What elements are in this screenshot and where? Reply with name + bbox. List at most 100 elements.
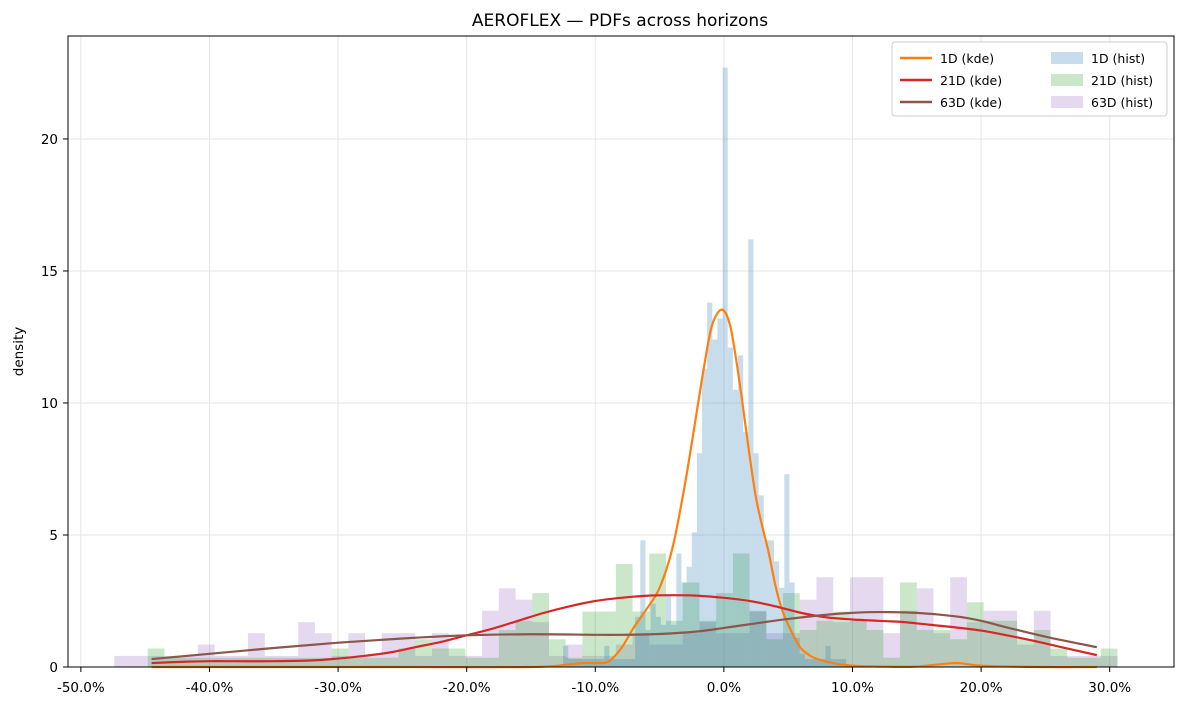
hist-bar [933, 630, 951, 667]
hist-bar [630, 659, 636, 667]
y-tick-label: 10 [41, 396, 58, 412]
hist-bar [716, 633, 733, 667]
hist-bar [820, 659, 826, 667]
hist-bar [482, 610, 499, 667]
hist-bar [794, 637, 800, 667]
hist-bar [615, 564, 633, 667]
hist-bar [563, 645, 569, 667]
hist-bar [604, 645, 610, 667]
hist-bar [676, 553, 682, 667]
legend-label: 63D (hist) [1091, 95, 1153, 110]
hist-bar [1083, 655, 1101, 667]
hist-bar [716, 593, 733, 667]
hist-bar [498, 588, 516, 667]
hist-bar [833, 622, 850, 667]
hist-bar [415, 655, 432, 667]
hist-bar [609, 659, 615, 667]
chart-title: AEROFLEX — PDFs across horizons [472, 11, 768, 31]
hist-bar [916, 630, 934, 667]
hist-bar [1050, 655, 1068, 667]
hist-bar [849, 620, 867, 667]
hist-bar [804, 659, 811, 667]
hist-bar [702, 368, 708, 667]
hist-bar [1000, 620, 1018, 667]
hist-bar [799, 653, 805, 667]
hist-bar [114, 655, 132, 667]
hist-bar [532, 593, 549, 667]
hist-bar [699, 622, 717, 667]
hist-bar [916, 588, 934, 667]
hist-bar [548, 655, 566, 667]
hist-bar [766, 633, 784, 667]
y-axis-label: density [11, 327, 27, 377]
hist-bar [966, 622, 984, 667]
hist-bar [682, 582, 700, 667]
hist-bar [833, 611, 850, 667]
x-tick-label: -10.0% [571, 680, 619, 696]
hist-bar [1100, 655, 1118, 667]
hist-bar [691, 532, 697, 667]
hist-bar [515, 620, 533, 667]
hist-bar [582, 655, 600, 667]
hist-bar [789, 582, 795, 667]
hist-bar [866, 577, 884, 667]
y-tick-label: 5 [49, 528, 58, 544]
legend-label: 1D (hist) [1091, 51, 1145, 66]
hist-bar [717, 318, 723, 667]
hist-bar [682, 633, 700, 667]
hist-bar [632, 633, 650, 667]
hist-bar [248, 657, 265, 667]
hist-bar [699, 620, 717, 667]
hist-bar [1067, 655, 1084, 667]
legend-bar-swatch [1051, 74, 1083, 86]
hist-bar [197, 657, 215, 667]
x-axis: -50.0% -40.0% -30.0% -20.0% -10.0% 0.0% 10.0% 2… [57, 667, 1131, 696]
hist-bar [849, 577, 867, 667]
hist-bar [131, 655, 148, 667]
hist-bar [712, 339, 718, 667]
hist-bar [966, 602, 984, 667]
legend-bar-swatch [1051, 52, 1083, 64]
x-tick-label: -30.0% [314, 680, 362, 696]
y-tick-label: 20 [41, 132, 58, 148]
x-tick-label: 0.0% [707, 680, 741, 696]
hist-bar [231, 657, 249, 667]
hist-bar [815, 659, 821, 667]
hist-bar [632, 611, 650, 667]
hist-bar [732, 633, 750, 667]
hist-bar [640, 540, 646, 667]
hist-bar [749, 611, 767, 667]
hist-bar [264, 657, 282, 667]
hist-bar [649, 644, 667, 667]
hist-bar [465, 655, 483, 667]
x-tick-label: -40.0% [186, 680, 234, 696]
hist-bar [766, 639, 784, 667]
hist-bar [147, 655, 165, 667]
hist-bar [866, 630, 884, 667]
hist-bar [1100, 648, 1118, 667]
hist-bar [732, 553, 750, 667]
y-tick-label: 0 [49, 660, 58, 676]
kde-line [151, 594, 1098, 665]
hist-bar [900, 610, 917, 667]
hist-bar [298, 657, 315, 667]
hist-bar [774, 561, 780, 667]
hist-bar [768, 540, 775, 667]
kde-line [151, 308, 1097, 669]
hist-bar [582, 611, 600, 667]
hist-bar [779, 587, 785, 667]
legend[interactable]: 1D (kde) 21D (kde) 63D (kde) 1D (hist) 21D (… [891, 41, 1168, 117]
hist-bar [883, 657, 901, 667]
hist-bar [498, 630, 516, 667]
hist-bar [660, 624, 667, 667]
legend-bar-swatch [1051, 96, 1083, 108]
hist-bar [1050, 648, 1068, 667]
hist-bar [568, 659, 574, 667]
hist-bar [933, 633, 951, 667]
hist-bar [1017, 639, 1034, 667]
hist-bar [655, 616, 661, 667]
hist-bar [784, 474, 790, 667]
hist-bar [816, 577, 834, 667]
hist-bar [314, 657, 332, 667]
